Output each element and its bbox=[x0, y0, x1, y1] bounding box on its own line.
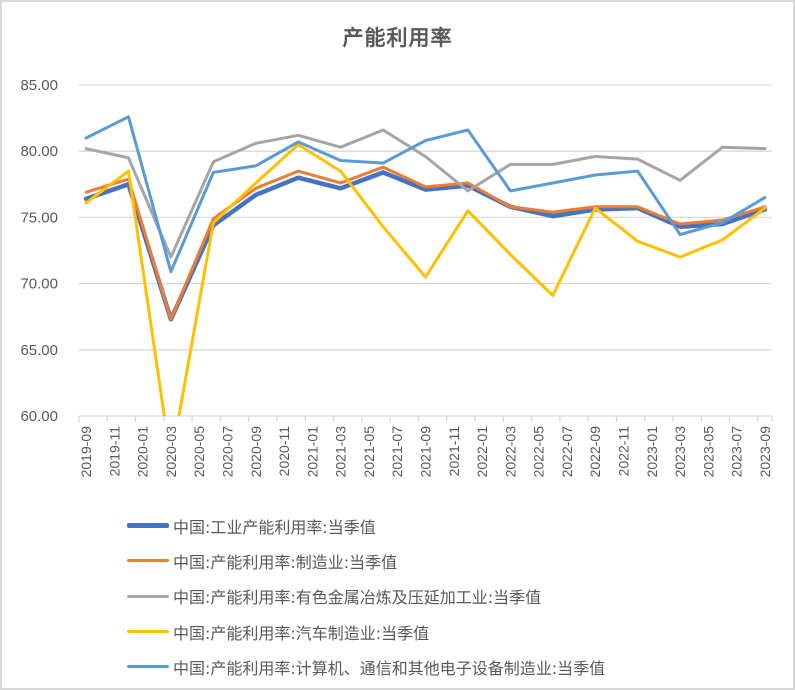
x-tick-label: 2020-09 bbox=[248, 426, 264, 478]
y-tick-label: 75.00 bbox=[20, 209, 58, 226]
legend-label: 中国:产能利用率:汽车制造业:当季值 bbox=[173, 623, 430, 643]
series-line-2 bbox=[84, 128, 767, 259]
y-axis: 60.00 65.00 70.00 75.00 80.00 85.00 bbox=[20, 77, 58, 425]
x-tick-label: 2021-07 bbox=[389, 426, 405, 478]
legend-item-electronics: 中国:产能利用率:计算机、通信和其他电子设备制造业:当季值 bbox=[127, 649, 605, 684]
legend-swatch bbox=[127, 559, 169, 563]
x-tick-label: 2020-07 bbox=[220, 426, 236, 478]
chart-title: 产能利用率 bbox=[342, 26, 453, 50]
x-tick-label: 2023-07 bbox=[729, 426, 745, 478]
x-tick-label: 2023-05 bbox=[700, 426, 716, 478]
series-line-4 bbox=[84, 115, 767, 274]
legend-label: 中国:工业产能利用率:当季值 bbox=[173, 517, 376, 537]
x-tick-label: 2022-11 bbox=[616, 426, 632, 477]
x-tick-label: 2022-05 bbox=[531, 426, 547, 478]
y-tick-label: 70.00 bbox=[20, 276, 58, 293]
legend-swatch bbox=[127, 665, 169, 669]
series-line-3 bbox=[84, 143, 767, 416]
x-tick-label: 2019-11 bbox=[106, 426, 122, 477]
y-tick-label: 60.00 bbox=[20, 408, 58, 425]
x-tick-label: 2021-05 bbox=[361, 426, 377, 478]
x-tick-label: 2021-01 bbox=[304, 426, 320, 478]
x-tick-label: 2023-03 bbox=[672, 426, 688, 478]
legend-item-industrial: 中国:工业产能利用率:当季值 bbox=[127, 508, 605, 543]
x-tick-label: 2020-01 bbox=[135, 426, 151, 478]
gridlines bbox=[79, 84, 772, 417]
y-tick-label: 65.00 bbox=[20, 342, 58, 359]
x-tick-label: 2021-11 bbox=[446, 426, 462, 477]
series-line-0 bbox=[83, 170, 768, 322]
legend: 中国:工业产能利用率:当季值 中国:产能利用率:制造业:当季值 中国:产能利用率… bbox=[127, 508, 605, 684]
y-tick-label: 80.00 bbox=[20, 143, 58, 160]
y-tick-label: 85.00 bbox=[20, 77, 58, 94]
x-tick-label: 2021-03 bbox=[333, 426, 349, 478]
legend-label: 中国:产能利用率:制造业:当季值 bbox=[173, 552, 398, 572]
series-line-1 bbox=[84, 165, 767, 321]
legend-label: 中国:产能利用率:计算机、通信和其他电子设备制造业:当季值 bbox=[173, 658, 606, 678]
legend-label: 中国:产能利用率:有色金属冶炼及压延加工业:当季值 bbox=[173, 588, 542, 608]
x-tick-label: 2023-01 bbox=[644, 426, 660, 478]
x-tick-label: 2022-09 bbox=[587, 426, 603, 478]
legend-swatch bbox=[127, 523, 169, 529]
series-lines bbox=[83, 115, 768, 416]
x-tick-label: 2022-03 bbox=[502, 426, 518, 478]
legend-item-auto: 中国:产能利用率:汽车制造业:当季值 bbox=[127, 614, 605, 649]
legend-swatch bbox=[127, 630, 169, 634]
x-tick-label: 2022-01 bbox=[474, 426, 490, 478]
x-tick-label: 2019-09 bbox=[78, 426, 94, 478]
x-tick-label: 2020-11 bbox=[276, 426, 292, 477]
x-axis: 2019-09 2019-11 2020-01 2020-03 2020-05 2020-… bbox=[78, 416, 773, 477]
x-tick-label: 2021-09 bbox=[418, 426, 434, 478]
x-tick-label: 2020-05 bbox=[191, 426, 207, 478]
x-tick-label: 2022-07 bbox=[559, 426, 575, 478]
legend-item-manufacturing: 中国:产能利用率:制造业:当季值 bbox=[127, 543, 605, 578]
legend-swatch bbox=[127, 594, 169, 598]
x-tick-label: 2020-03 bbox=[163, 426, 179, 478]
legend-item-nonferrous: 中国:产能利用率:有色金属冶炼及压延加工业:当季值 bbox=[127, 579, 605, 614]
x-tick-label: 2023-09 bbox=[757, 426, 773, 478]
